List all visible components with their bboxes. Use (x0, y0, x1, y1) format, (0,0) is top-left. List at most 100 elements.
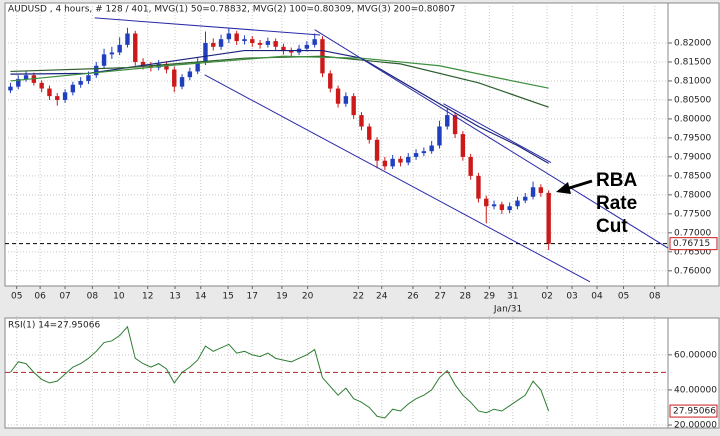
y-tick-label: 0.77500 (674, 209, 711, 219)
y-tick-label: 60.00000 (674, 350, 717, 360)
candle-body (86, 75, 91, 81)
candle-body (452, 115, 458, 135)
x-tick-note: Jan/31 (493, 305, 522, 315)
candle-body (530, 187, 536, 197)
y-tick-label: 0.78500 (674, 171, 711, 181)
x-tick-label: 05 (11, 292, 22, 302)
candle-body (359, 115, 364, 127)
rsi-panel (4, 317, 669, 429)
candle-body (265, 41, 271, 45)
candle-body (8, 86, 13, 91)
candle-body (117, 44, 122, 53)
candle-body (484, 198, 489, 207)
candle-body (125, 33, 130, 45)
candle-body (499, 204, 505, 211)
candle-body (164, 63, 169, 70)
candle-body (156, 63, 161, 68)
candle-body (468, 156, 473, 176)
candle-body (62, 92, 68, 100)
y-tick-label: 20.00000 (674, 421, 717, 431)
candle-body (515, 200, 520, 207)
y-tick-label: 40.00000 (674, 385, 717, 395)
candle-body (413, 153, 419, 157)
x-tick-label: 08 (87, 292, 99, 302)
candle-body (47, 88, 52, 97)
y-tick-label: 0.78000 (674, 190, 711, 200)
candle-body (382, 160, 388, 167)
y-tick-label: 0.80000 (674, 114, 711, 124)
candle-body (23, 75, 29, 80)
x-tick-label: 02 (541, 292, 552, 302)
candle-body (172, 69, 177, 87)
x-tick-label: 04 (591, 292, 603, 302)
x-tick-label: 06 (34, 292, 46, 302)
trendline (204, 74, 591, 283)
candle-body (257, 42, 263, 45)
candle-body (445, 115, 450, 127)
chart-title: AUDUSD , 4 hours, # 128 / 401, MVG(1) 50… (8, 5, 455, 15)
candle-body (304, 44, 310, 49)
candle-body (507, 206, 512, 211)
y-tick-label: 0.81500 (674, 57, 711, 67)
annotation: RBA (596, 170, 637, 191)
y-tick-label: 0.76500 (674, 247, 711, 257)
candle-body (250, 39, 255, 43)
x-tick-label: 15 (222, 292, 233, 302)
y-tick-label: 0.80500 (674, 95, 711, 105)
candle-body (78, 80, 83, 85)
candle-body (406, 156, 411, 163)
candle-body (437, 126, 442, 146)
candle-body (398, 158, 403, 163)
trendline (314, 29, 669, 249)
candle-body (140, 61, 146, 66)
x-tick-label: 07 (59, 292, 70, 302)
annotation: Rate (596, 193, 637, 214)
candle-body (55, 96, 60, 100)
candle-body (491, 204, 497, 207)
x-tick-label: 29 (484, 292, 496, 302)
candle-body (101, 54, 107, 66)
x-tick-label: 24 (376, 292, 388, 302)
candle-body (226, 33, 232, 40)
rsi-label: 27.95066 (673, 407, 716, 417)
y-tick-label: 0.76000 (674, 266, 711, 276)
trendline (443, 103, 552, 164)
rsi-label-box (669, 404, 718, 418)
candle-body (523, 196, 528, 201)
candle-body (211, 42, 216, 47)
candle-body (421, 151, 427, 154)
candle-body (429, 145, 434, 152)
candle-body (460, 134, 466, 157)
y-tick-label: 0.77000 (674, 228, 711, 238)
candle-body (390, 158, 395, 167)
x-tick-label: 31 (507, 292, 518, 302)
y-tick-label: 0.82000 (674, 38, 711, 48)
x-tick-label: 03 (566, 292, 577, 302)
candle-body (335, 88, 341, 104)
price-label: 0.76715 (673, 239, 710, 249)
x-tick-label: 14 (195, 292, 207, 302)
candle-body (367, 126, 372, 140)
price-panel (4, 2, 669, 287)
y-tick-label: 0.81000 (674, 76, 711, 86)
x-tick-label: 12 (142, 292, 153, 302)
candle-body (133, 33, 138, 62)
rsi-line (10, 325, 550, 419)
price-label-box (669, 237, 718, 251)
annotation: Cut (596, 216, 628, 237)
candle-body (476, 175, 481, 199)
candle-body (328, 73, 333, 89)
candle-body (351, 96, 356, 116)
moving-average (10, 55, 549, 108)
candle-body (281, 46, 286, 51)
candle-body (273, 41, 278, 47)
candle-body (546, 192, 551, 244)
candle-body (109, 52, 115, 55)
rsi-title: RSI(1) 14=27.95066 (8, 321, 100, 331)
candle-body (203, 42, 208, 62)
x-tick-label: 26 (407, 292, 419, 302)
x-tick-label: 13 (169, 292, 180, 302)
x-tick-label: 10 (113, 292, 125, 302)
y-tick-label: 0.79500 (674, 133, 711, 143)
y-tick-label: 0.79000 (674, 152, 711, 162)
